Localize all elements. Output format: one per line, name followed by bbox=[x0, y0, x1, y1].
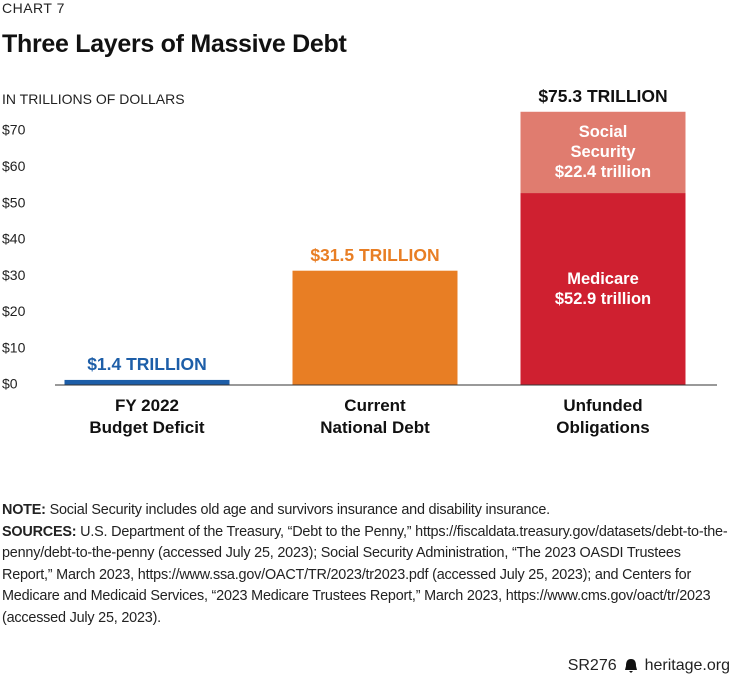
bar-segment bbox=[520, 111, 686, 194]
bar-segment bbox=[64, 379, 230, 385]
y-tick-label: $30 bbox=[2, 267, 26, 283]
chart-title: Three Layers of Massive Debt bbox=[2, 30, 347, 58]
value-label: $1.4 TRILLION bbox=[87, 354, 207, 375]
bar-segment bbox=[292, 270, 458, 385]
x-tick-label: FY 2022 Budget Deficit bbox=[89, 396, 205, 437]
bell-icon bbox=[624, 659, 637, 673]
y-tick-label: $20 bbox=[2, 303, 26, 319]
sources: SOURCES: U.S. Department of the Treasury… bbox=[2, 522, 730, 630]
y-tick-label: $50 bbox=[2, 194, 26, 210]
total-label: $75.3 TRILLION bbox=[538, 85, 668, 106]
y-tick-label: $10 bbox=[2, 339, 26, 355]
value-label: $31.5 TRILLION bbox=[310, 244, 440, 265]
site: heritage.org bbox=[644, 657, 730, 674]
note: NOTE: Social Security includes old age a… bbox=[2, 500, 730, 522]
footer: SR276 heritage.org bbox=[568, 657, 730, 675]
report-code: SR276 bbox=[567, 657, 617, 674]
y-tick-label: $40 bbox=[2, 231, 26, 247]
sources-label: SOURCES: bbox=[2, 523, 77, 540]
y-tick-label: $70 bbox=[2, 122, 26, 138]
y-axis-label: IN TRILLIONS OF DOLLARS bbox=[2, 91, 185, 107]
chart-kicker: CHART 7 bbox=[2, 0, 65, 16]
bar-segment bbox=[520, 193, 686, 385]
segment-label: Social Security $22.4 trillion bbox=[554, 123, 652, 182]
note-text: Social Security includes old age and sur… bbox=[45, 502, 551, 518]
y-tick-label: $60 bbox=[2, 158, 26, 174]
x-tick-label: Current National Debt bbox=[320, 396, 430, 437]
note-label: NOTE: bbox=[2, 502, 46, 518]
sources-text: U.S. Department of the Treasury, “Debt t… bbox=[2, 523, 728, 626]
y-tick-label: $0 bbox=[2, 376, 18, 392]
segment-label: Medicare $52.9 trillion bbox=[554, 270, 652, 309]
x-tick-label: Unfunded Obligations bbox=[556, 396, 650, 437]
notes: NOTE: Social Security includes old age a… bbox=[2, 500, 730, 629]
